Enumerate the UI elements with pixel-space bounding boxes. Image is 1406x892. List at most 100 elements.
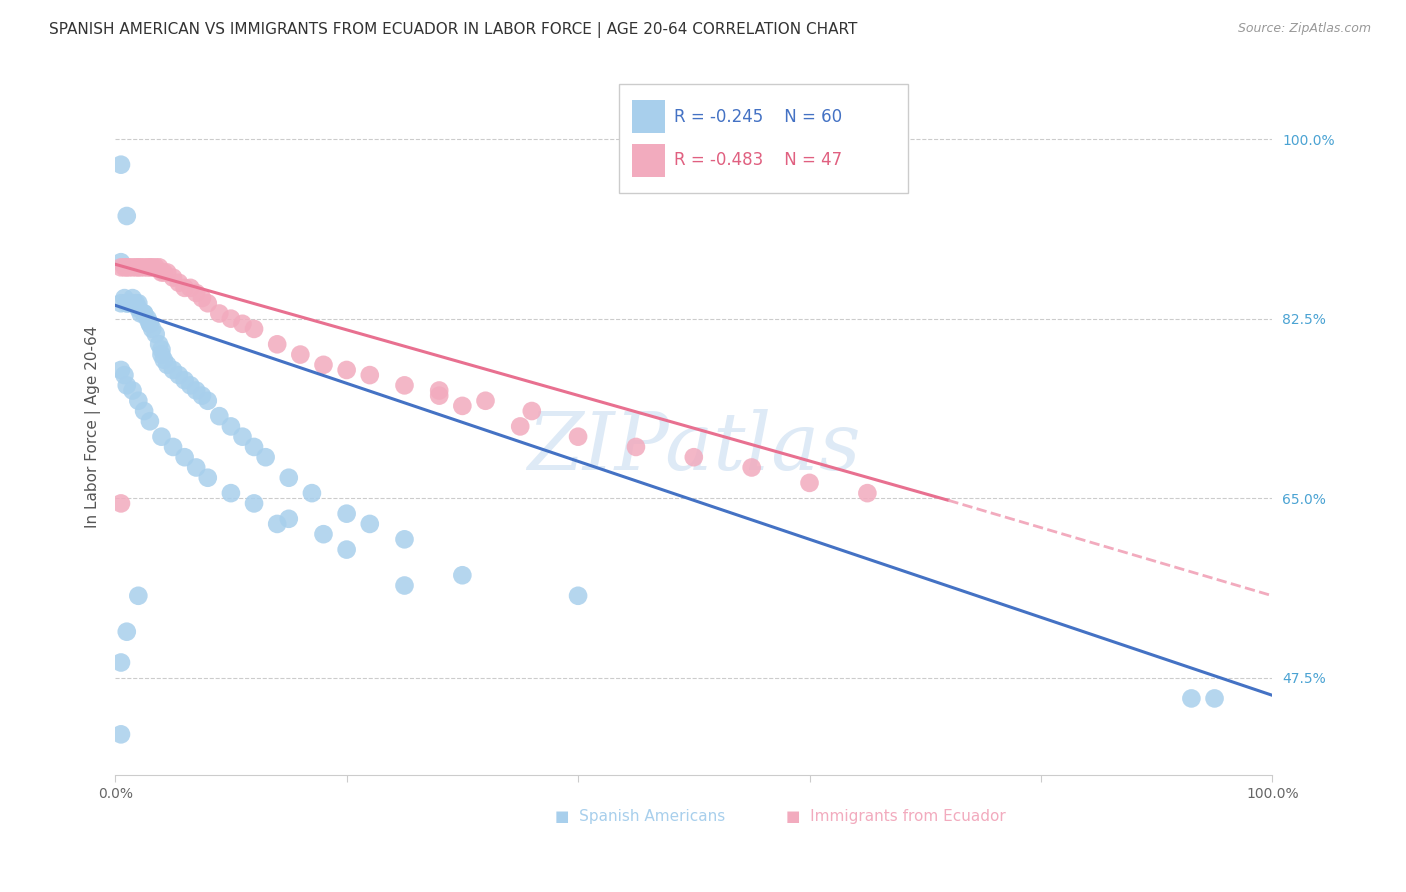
Point (266, 337, 288, 351)
Point (110, 260, 132, 275)
Point (115, 260, 138, 275)
Point (567, 589, 589, 603)
FancyBboxPatch shape (619, 85, 908, 193)
Point (336, 363, 359, 377)
Point (197, 296, 219, 310)
Point (474, 393, 496, 408)
Point (312, 358, 335, 372)
Point (136, 311, 159, 326)
Point (115, 378, 138, 392)
Point (219, 311, 242, 326)
Point (136, 260, 159, 275)
Point (148, 260, 170, 275)
Point (118, 296, 141, 310)
Point (139, 317, 162, 331)
Point (312, 527, 335, 541)
Point (110, 158, 132, 172)
Point (231, 430, 253, 444)
Bar (633, 100, 665, 133)
Text: Source: ZipAtlas.com: Source: ZipAtlas.com (1237, 22, 1371, 36)
Point (110, 296, 132, 310)
Point (167, 276, 190, 290)
Point (394, 378, 416, 392)
Point (231, 317, 253, 331)
Text: R = -0.483    N = 47: R = -0.483 N = 47 (673, 152, 842, 169)
Text: ■  Spanish Americans: ■ Spanish Americans (555, 809, 725, 824)
Point (115, 209, 138, 223)
Point (127, 301, 149, 316)
Point (219, 486, 242, 500)
Point (110, 727, 132, 741)
Point (243, 496, 266, 510)
Point (115, 296, 138, 310)
Point (359, 516, 381, 531)
Point (173, 373, 195, 387)
Point (156, 358, 179, 372)
Point (162, 440, 184, 454)
Point (208, 306, 231, 320)
Point (167, 368, 190, 383)
Point (139, 414, 162, 428)
Point (359, 368, 381, 383)
Point (336, 542, 359, 557)
Point (139, 260, 162, 275)
Point (150, 348, 173, 362)
Point (125, 260, 148, 275)
Point (197, 471, 219, 485)
Point (799, 475, 821, 490)
Point (162, 363, 184, 377)
Point (152, 265, 174, 279)
Point (115, 624, 138, 639)
Point (121, 260, 143, 275)
Point (394, 533, 416, 547)
Point (191, 291, 214, 305)
Point (127, 296, 149, 310)
Point (451, 399, 474, 413)
Point (150, 430, 173, 444)
Point (208, 409, 231, 424)
Point (145, 260, 167, 275)
Point (682, 450, 704, 465)
Point (110, 363, 132, 377)
Point (110, 255, 132, 269)
Point (186, 460, 208, 475)
Text: ZIPatlas: ZIPatlas (527, 409, 860, 486)
Y-axis label: In Labor Force | Age 20-64: In Labor Force | Age 20-64 (86, 326, 101, 527)
Point (191, 389, 214, 403)
Point (134, 260, 156, 275)
Point (520, 404, 543, 418)
Point (741, 460, 763, 475)
Point (624, 440, 647, 454)
Point (125, 296, 148, 310)
Point (186, 285, 208, 300)
Point (1180, 691, 1202, 706)
Point (290, 348, 312, 362)
Text: ■  Immigrants from Ecuador: ■ Immigrants from Ecuador (786, 809, 1007, 824)
Text: R = -0.245    N = 60: R = -0.245 N = 60 (673, 108, 842, 126)
Point (336, 507, 359, 521)
Point (451, 568, 474, 582)
Point (266, 516, 288, 531)
Point (277, 471, 299, 485)
Point (134, 306, 156, 320)
Point (150, 265, 173, 279)
Point (254, 450, 277, 465)
Point (197, 393, 219, 408)
Point (114, 368, 136, 383)
Point (243, 440, 266, 454)
Bar (633, 144, 665, 178)
Point (129, 260, 152, 275)
Point (145, 326, 167, 341)
Point (277, 512, 299, 526)
Point (127, 589, 149, 603)
Point (243, 322, 266, 336)
Point (114, 260, 136, 275)
Point (127, 393, 149, 408)
Point (301, 486, 323, 500)
Point (134, 306, 156, 320)
Point (129, 306, 152, 320)
Point (186, 384, 208, 398)
Point (141, 322, 163, 336)
Point (121, 296, 143, 310)
Point (110, 656, 132, 670)
